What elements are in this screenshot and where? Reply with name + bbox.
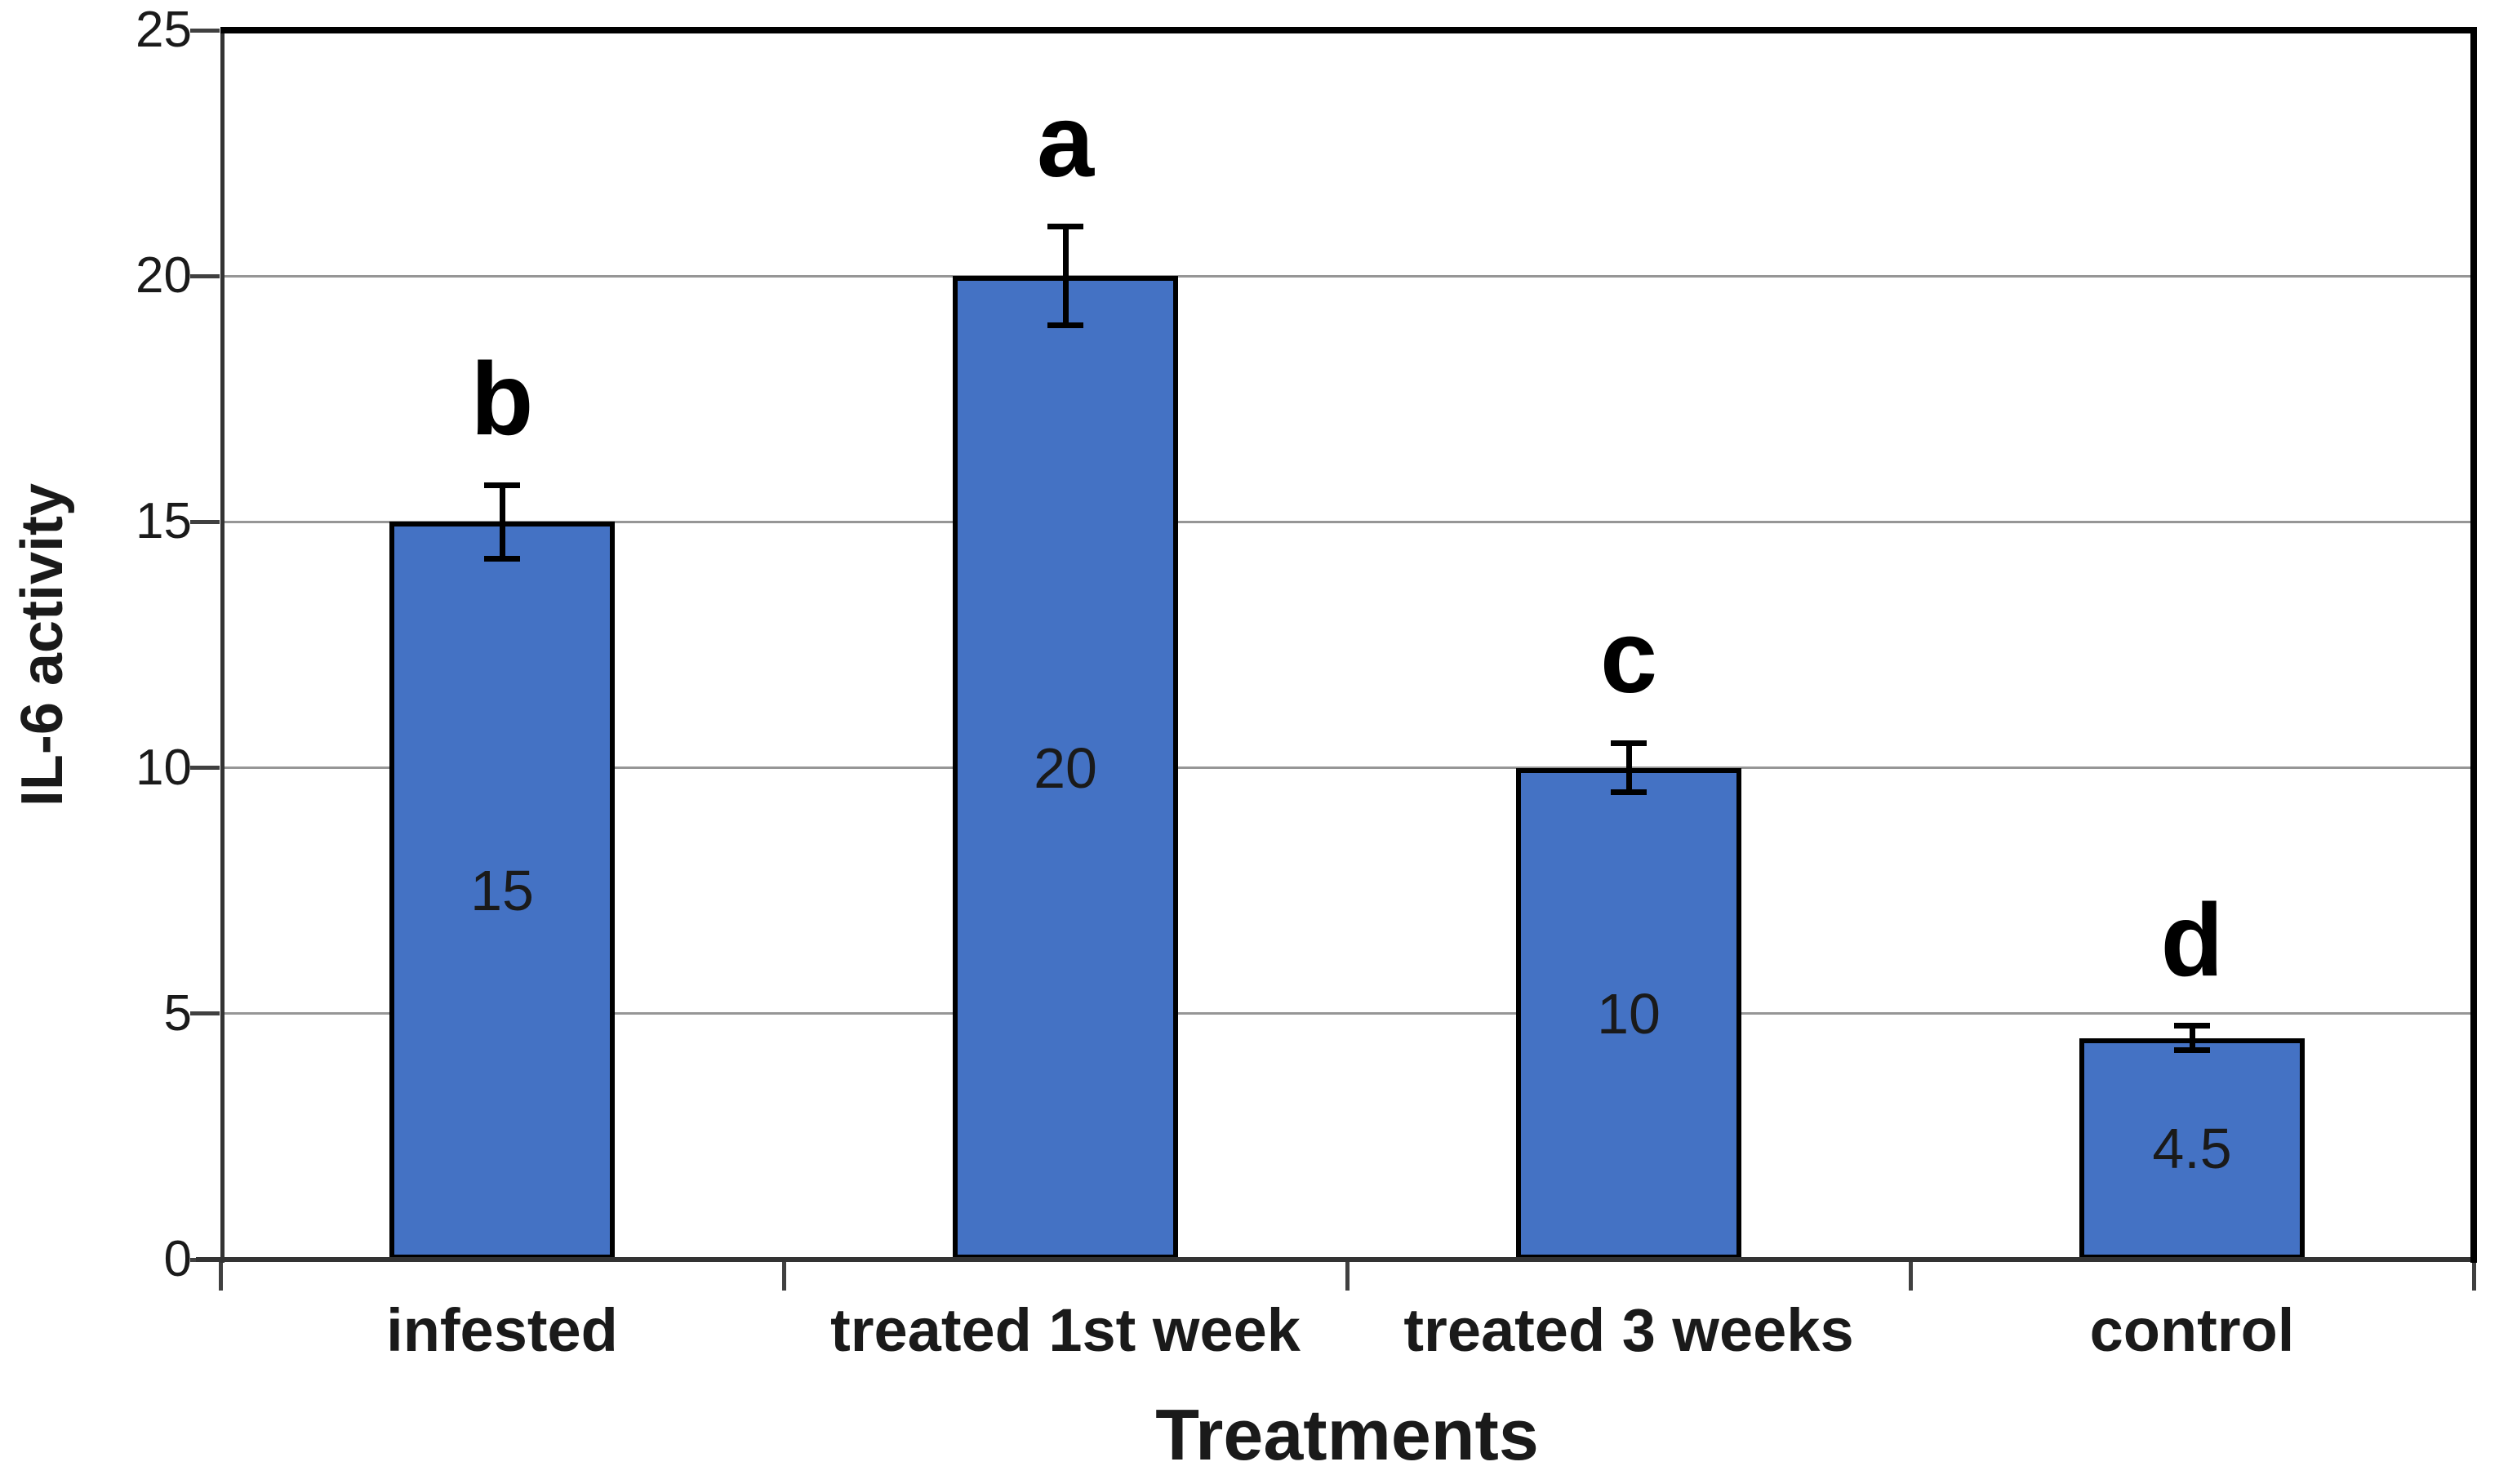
x-axis-tick <box>781 1260 786 1291</box>
plot-top-border <box>220 27 2474 33</box>
y-axis-line <box>220 27 225 1263</box>
error-bar <box>499 485 505 559</box>
significance-letter: b <box>470 341 534 457</box>
y-axis-tick <box>190 1011 220 1016</box>
y-tick-label: 0 <box>163 1231 192 1287</box>
error-bar-top-cap <box>1611 740 1647 746</box>
gridline <box>220 520 2474 523</box>
error-bar <box>1062 226 1069 326</box>
bar-value-label: 15 <box>470 859 534 923</box>
error-bar-bottom-cap <box>484 556 520 562</box>
x-category-label: treated 1st week <box>830 1296 1301 1364</box>
significance-letter: c <box>1599 599 1658 715</box>
gridline <box>220 766 2474 770</box>
bar-treated-3-weeks <box>1516 767 1741 1260</box>
x-axis-tick <box>2471 1260 2476 1291</box>
x-category-label: infested <box>386 1296 618 1364</box>
gridline <box>220 1012 2474 1015</box>
bar-value-label: 4.5 <box>2152 1117 2232 1181</box>
x-axis-tick <box>218 1260 223 1291</box>
x-category-label: control <box>2089 1296 2295 1364</box>
error-bar <box>2189 1025 2195 1051</box>
significance-letter: d <box>2160 882 2224 997</box>
bar-infested <box>389 522 615 1260</box>
y-axis-tick <box>190 519 220 524</box>
y-tick-label: 15 <box>136 493 192 550</box>
x-axis-title: Treatments <box>1155 1394 1539 1475</box>
error-bar-bottom-cap <box>1047 322 1083 328</box>
error-bar-bottom-cap <box>2174 1047 2210 1054</box>
x-axis-line <box>196 1257 2474 1262</box>
bar-treated-1st-week <box>953 276 1178 1260</box>
y-tick-label: 10 <box>136 739 192 796</box>
significance-letter: a <box>1036 82 1095 198</box>
error-bar-top-cap <box>484 482 520 488</box>
x-axis-tick <box>1908 1260 1913 1291</box>
plot-right-border <box>2470 27 2477 1263</box>
x-axis-tick <box>1345 1260 1350 1291</box>
y-axis-tick <box>190 28 220 33</box>
y-axis-tick <box>190 273 220 278</box>
error-bar <box>1625 743 1632 793</box>
y-tick-label: 5 <box>163 984 192 1042</box>
y-tick-label: 20 <box>136 247 192 304</box>
x-category-label: treated 3 weeks <box>1403 1296 1854 1364</box>
bar-value-label: 20 <box>1034 735 1097 800</box>
y-axis-tick <box>190 766 220 771</box>
bar-value-label: 10 <box>1597 981 1661 1046</box>
error-bar-top-cap <box>1047 224 1083 230</box>
y-tick-label: 25 <box>136 2 192 58</box>
error-bar-top-cap <box>2174 1023 2210 1029</box>
gridline <box>220 274 2474 278</box>
error-bar-bottom-cap <box>1611 789 1647 796</box>
